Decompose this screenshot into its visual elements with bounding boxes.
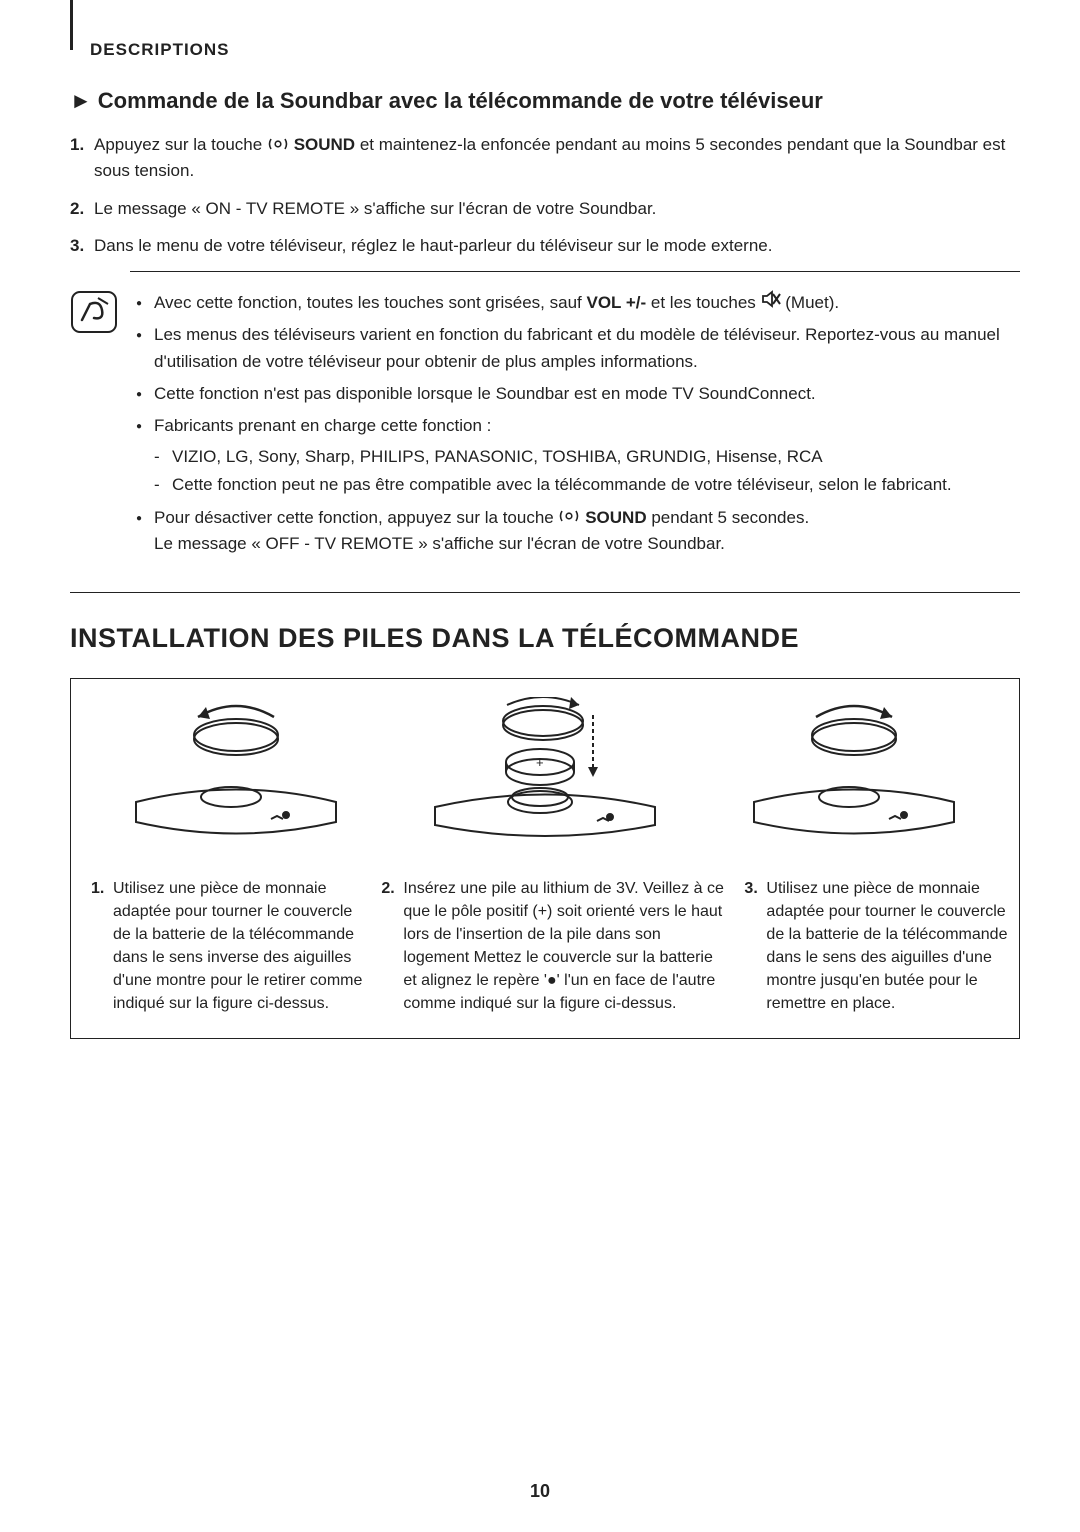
sound-label: SOUND	[585, 508, 646, 527]
divider	[70, 592, 1020, 593]
step-text: Le message « ON - TV REMOTE » s'affiche …	[94, 199, 656, 218]
note-text: Cette fonction peut ne pas être compatib…	[172, 475, 952, 494]
note-item: Pour désactiver cette fonction, appuyez …	[136, 505, 1020, 558]
surround-icon	[267, 133, 289, 159]
step-item: 3. Dans le menu de votre téléviseur, rég…	[70, 233, 1020, 259]
main-steps-list: 1. Appuyez sur la touche SOUND et mainte…	[70, 132, 1020, 259]
step-text: Insérez une pile au lithium de 3V. Veill…	[403, 880, 724, 1013]
battery-figure-1	[91, 697, 380, 847]
play-arrow-icon: ►	[70, 88, 92, 113]
note-list: Avec cette fonction, toutes les touches …	[136, 290, 1020, 564]
step-number: 3.	[70, 233, 84, 259]
step-text: Utilisez une pièce de monnaie adaptée po…	[113, 880, 362, 1013]
note-item: Les menus des téléviseurs varient en fon…	[136, 322, 1020, 375]
step-item: 1. Appuyez sur la touche SOUND et mainte…	[70, 132, 1020, 184]
battery-step: 2. Insérez une pile au lithium de 3V. Ve…	[381, 877, 726, 1016]
battery-instructions-box: +	[70, 678, 1020, 1039]
note-text: VIZIO, LG, Sony, Sharp, PHILIPS, PANASON…	[172, 447, 823, 466]
section-label: DESCRIPTIONS	[90, 40, 1020, 60]
step-number: 2.	[381, 877, 394, 900]
battery-section-title: INSTALLATION DES PILES DANS LA TÉLÉCOMMA…	[70, 623, 1020, 654]
side-rule	[70, 0, 73, 50]
note-text: et les touches	[646, 293, 760, 312]
step-number: 1.	[91, 877, 104, 900]
subsection-heading-text: Commande de la Soundbar avec la télécomm…	[98, 88, 823, 113]
note-text: pendant 5 secondes.	[651, 508, 809, 527]
note-subitem: Cette fonction peut ne pas être compatib…	[154, 472, 1020, 498]
vol-label: VOL +/-	[587, 293, 647, 312]
note-item: Avec cette fonction, toutes les touches …	[136, 290, 1020, 317]
note-item: Cette fonction n'est pas disponible lors…	[136, 381, 1020, 407]
mute-icon	[761, 290, 781, 316]
surround-icon	[558, 505, 580, 531]
step-item: 2. Le message « ON - TV REMOTE » s'affic…	[70, 196, 1020, 222]
svg-text:+: +	[536, 755, 544, 770]
note-icon	[70, 290, 118, 564]
step-text: Utilisez une pièce de monnaie adaptée po…	[766, 880, 1007, 1013]
note-block: Avec cette fonction, toutes les touches …	[70, 290, 1020, 564]
note-sublist: VIZIO, LG, Sony, Sharp, PHILIPS, PANASON…	[154, 444, 1020, 499]
step-text: Appuyez sur la touche	[94, 135, 267, 154]
battery-steps-row: 1. Utilisez une pièce de monnaie adaptée…	[91, 877, 999, 1016]
note-text: Cette fonction n'est pas disponible lors…	[154, 384, 816, 403]
subsection-heading: ►Commande de la Soundbar avec la télécom…	[70, 88, 1020, 114]
battery-step: 1. Utilisez une pièce de monnaie adaptée…	[91, 877, 363, 1016]
step-number: 2.	[70, 196, 84, 222]
note-text: Les menus des téléviseurs varient en fon…	[154, 325, 1000, 370]
step-number: 3.	[744, 877, 757, 900]
battery-images-row: +	[91, 697, 999, 847]
note-item: Fabricants prenant en charge cette fonct…	[136, 413, 1020, 498]
note-text: (Muet).	[785, 293, 839, 312]
step-text: Dans le menu de votre téléviseur, réglez…	[94, 236, 772, 255]
battery-figure-2: +	[400, 697, 689, 847]
battery-step: 3. Utilisez une pièce de monnaie adaptée…	[744, 877, 1016, 1016]
note-subitem: VIZIO, LG, Sony, Sharp, PHILIPS, PANASON…	[154, 444, 1020, 470]
page-number: 10	[0, 1481, 1080, 1502]
battery-figure-3	[710, 697, 999, 847]
divider	[130, 271, 1020, 272]
note-text: Avec cette fonction, toutes les touches …	[154, 293, 587, 312]
note-text: Pour désactiver cette fonction, appuyez …	[154, 508, 558, 527]
note-text: Le message « OFF - TV REMOTE » s'affiche…	[154, 534, 725, 553]
sound-label: SOUND	[294, 135, 355, 154]
step-number: 1.	[70, 132, 84, 158]
note-text: Fabricants prenant en charge cette fonct…	[154, 416, 491, 435]
